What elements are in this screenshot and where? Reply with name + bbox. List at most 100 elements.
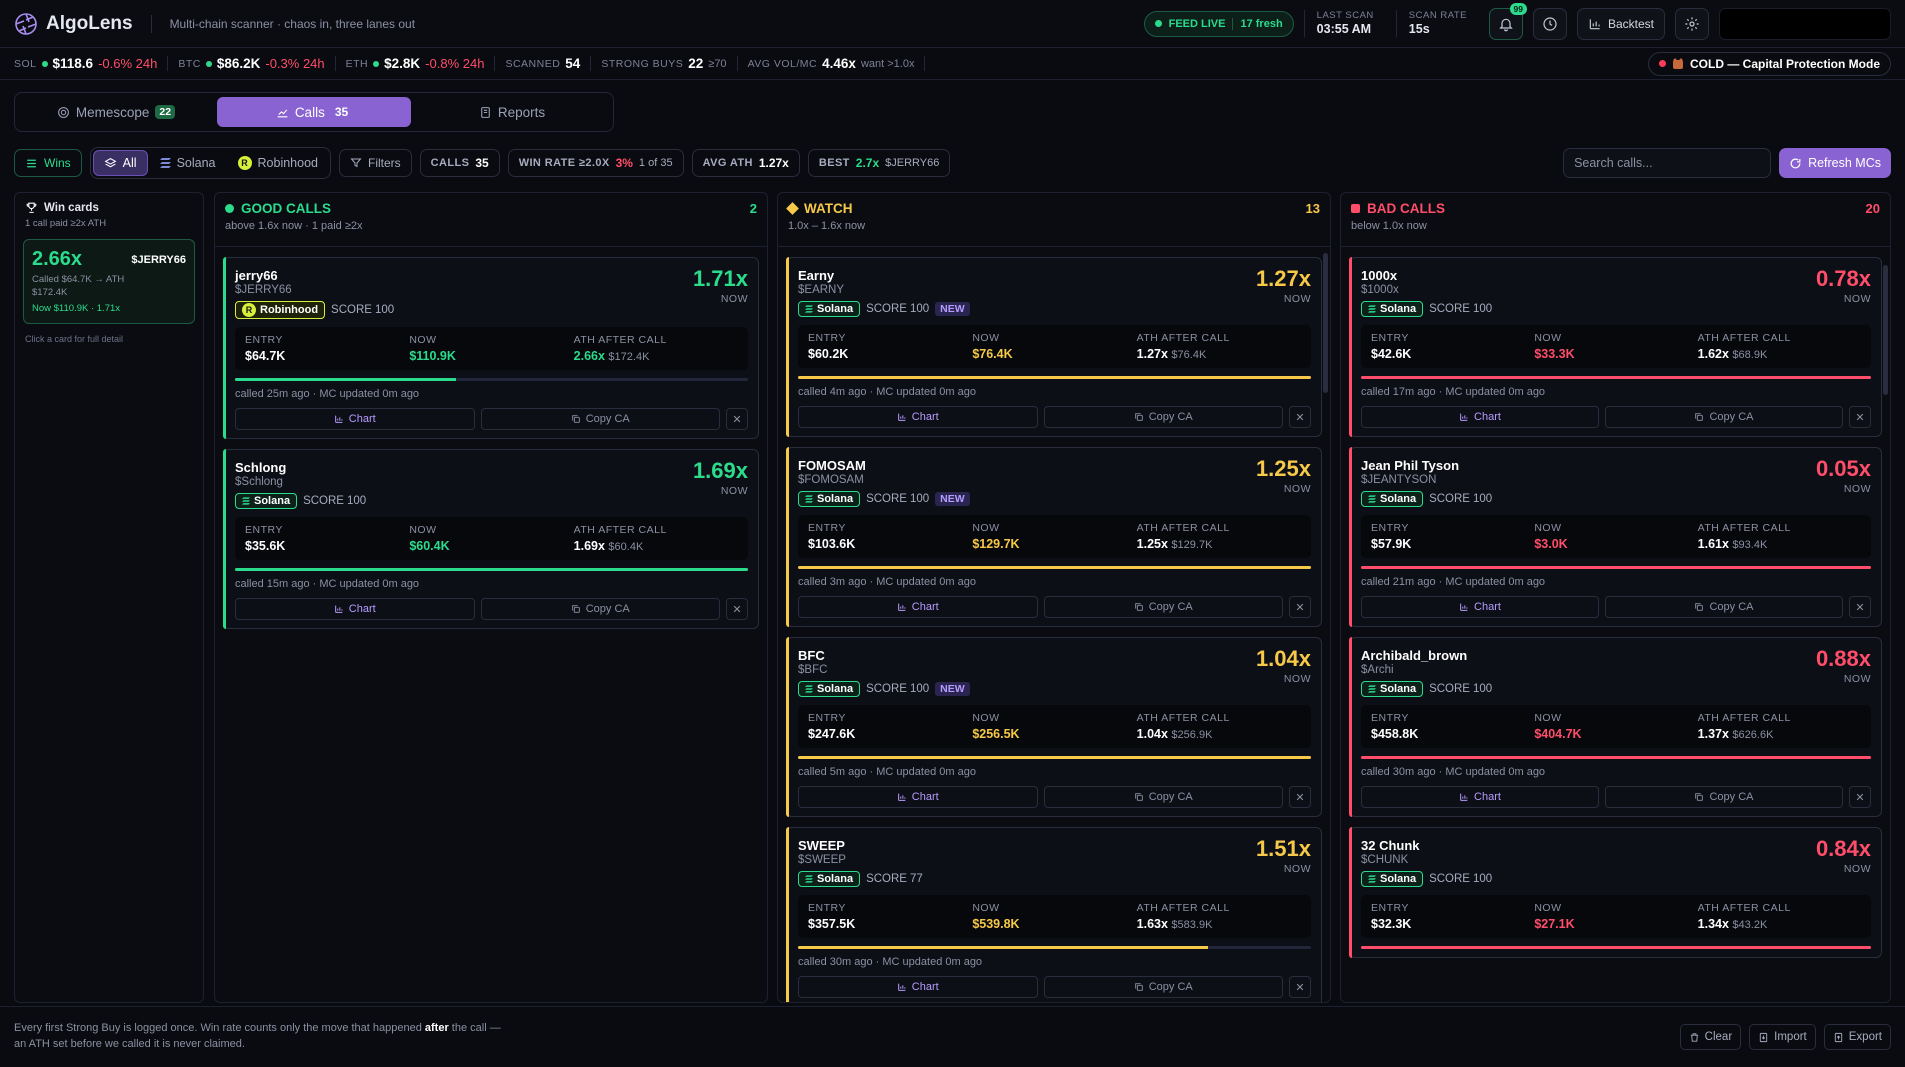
call-card[interactable]: 1000x $1000x 0.78x NOW Solana SCORE 100 EN…	[1349, 257, 1882, 437]
dismiss-button[interactable]: ✕	[1289, 596, 1311, 618]
ath-label: ATH AFTER CALL	[1136, 902, 1230, 914]
clock-icon	[1542, 16, 1558, 32]
copy-ca-button[interactable]: Copy CA	[1043, 406, 1283, 428]
refresh-mcs-button[interactable]: Refresh MCs	[1779, 148, 1891, 178]
dismiss-button[interactable]: ✕	[1289, 976, 1311, 998]
call-card[interactable]: jerry66 $JERRY66 1.71x NOW R Robinhood SCO…	[223, 257, 759, 439]
chart-button[interactable]: Chart	[798, 406, 1038, 428]
tab-calls[interactable]: Calls 35	[217, 97, 411, 127]
close-icon: ✕	[1855, 601, 1865, 614]
chart-button[interactable]: Chart	[1361, 406, 1599, 428]
chain-tag-label: Solana	[254, 495, 291, 507]
call-meta: called 15m ago · MC updated 0m ago	[235, 578, 420, 590]
import-button[interactable]: Import	[1749, 1024, 1816, 1050]
copy-icon	[1134, 792, 1144, 802]
main-tabs: Memescope 22 Calls 35 Reports	[14, 92, 614, 132]
now-mc-label: NOW	[1534, 332, 1562, 344]
dismiss-button[interactable]: ✕	[1289, 406, 1311, 428]
market-mode-badge[interactable]: COLD — Capital Protection Mode	[1647, 51, 1891, 76]
watch-scrollbar[interactable]	[1323, 253, 1328, 393]
copy-ca-button[interactable]: Copy CA	[1043, 976, 1283, 998]
wallet-connect-area[interactable]	[1719, 7, 1891, 40]
notifications-button[interactable]: 99	[1488, 2, 1527, 40]
sol-change: -0.6% 24h	[98, 56, 158, 71]
chart-button[interactable]: Chart	[798, 786, 1038, 808]
tab-reports-label: Reports	[497, 104, 546, 120]
token-symbol: $JERRY66	[235, 284, 292, 296]
chain-filter-all[interactable]: All	[92, 150, 148, 176]
call-card[interactable]: SWEEP $SWEEP 1.51x NOW Solana SCORE 77 ENT…	[786, 827, 1322, 1002]
chain-tag: Solana	[798, 681, 861, 697]
filters-button[interactable]: Filters	[338, 149, 412, 177]
dismiss-button[interactable]: ✕	[726, 598, 748, 620]
good-calls-count: 2	[749, 201, 757, 216]
multiple: 1.04x NOW	[1256, 646, 1311, 685]
feed-live-badge[interactable]: FEED LIVE 17 fresh	[1143, 10, 1294, 37]
brand[interactable]: AlgoLens Multi-chain scanner · chaos in,…	[14, 12, 415, 36]
chain-filter-robinhood[interactable]: R Robinhood	[228, 150, 328, 176]
call-card[interactable]: Schlong $Schlong 1.69x NOW Solana SCORE 10…	[223, 449, 759, 629]
dismiss-button[interactable]: ✕	[1849, 406, 1871, 428]
avg-ath-label: AVG ATH	[702, 157, 753, 169]
copy-ca-button[interactable]: Copy CA	[1605, 596, 1843, 618]
clear-button[interactable]: Clear	[1679, 1024, 1742, 1050]
new-badge: NEW	[935, 682, 970, 696]
search-input[interactable]	[1563, 148, 1772, 178]
chain-filter-solana[interactable]: Solana	[150, 150, 226, 176]
call-meta: called 5m ago · MC updated 0m ago	[798, 766, 976, 778]
score-label: SCORE	[866, 493, 907, 505]
call-card[interactable]: Archibald_brown $Archi 0.88x NOW Solana S…	[1349, 637, 1882, 817]
bad-scrollbar[interactable]	[1883, 265, 1888, 395]
watch-list: Earny $EARNY 1.27x NOW Solana SCORE 100 NEW…	[778, 257, 1330, 1002]
call-card[interactable]: FOMOSAM $FOMOSAM 1.25x NOW Solana SCORE 10…	[786, 447, 1322, 627]
copy-ca-button[interactable]: Copy CA	[1605, 406, 1843, 428]
entry-label: ENTRY	[808, 712, 846, 724]
footer: Every first Strong Buy is logged once. W…	[0, 1006, 1905, 1067]
copy-ca-button[interactable]: Copy CA	[1605, 786, 1843, 808]
chart-button[interactable]: Chart	[798, 976, 1038, 998]
close-icon: ✕	[1855, 411, 1865, 424]
bar-chart-icon	[897, 792, 907, 802]
avg-ath-value: 1.27x	[758, 156, 789, 170]
metrics-panel: ENTRY $458.8K NOW $404.7K ATH AFTER CALL 1.…	[1361, 705, 1871, 748]
chart-button[interactable]: Chart	[798, 596, 1038, 618]
ath-multiple: 1.61x	[1697, 537, 1729, 551]
call-card[interactable]: Earny $EARNY 1.27x NOW Solana SCORE 100 NEW…	[786, 257, 1322, 437]
filters-label: Filters	[367, 156, 401, 170]
chart-button[interactable]: Chart	[1361, 596, 1599, 618]
tab-memescope[interactable]: Memescope 22	[19, 97, 213, 127]
ath-label: ATH AFTER CALL	[1697, 902, 1791, 914]
solana-icon	[159, 158, 171, 168]
copy-ca-button[interactable]: Copy CA	[1043, 786, 1283, 808]
new-badge: NEW	[935, 492, 970, 506]
chart-button[interactable]: Chart	[1361, 786, 1599, 808]
good-calls-title: GOOD CALLS	[241, 201, 331, 216]
export-button[interactable]: Export	[1823, 1024, 1891, 1050]
call-card[interactable]: Jean Phil Tyson $JEANTYSON 0.05x NOW Sol…	[1349, 447, 1882, 627]
tab-reports[interactable]: Reports	[415, 97, 609, 127]
call-card[interactable]: 32 Chunk $CHUNK 0.84x NOW Solana SCORE 100…	[1349, 827, 1882, 958]
dismiss-button[interactable]: ✕	[1849, 596, 1871, 618]
progress-fill	[1361, 376, 1871, 379]
ticker-scanned: SCANNED 54	[505, 56, 592, 71]
copy-ca-button[interactable]: Copy CA	[1043, 596, 1283, 618]
history-button[interactable]	[1532, 7, 1567, 40]
win-card[interactable]: $JERRY66 2.66x Called $64.7K → ATH $172.…	[23, 239, 195, 325]
btc-label: BTC	[178, 57, 201, 70]
trash-icon	[1689, 1032, 1700, 1043]
wins-toggle[interactable]: Wins	[14, 149, 82, 177]
settings-button[interactable]	[1675, 7, 1709, 40]
chart-button[interactable]: Chart	[235, 598, 475, 620]
call-card[interactable]: BFC $BFC 1.04x NOW Solana SCORE 100 NEW ENT…	[786, 637, 1322, 817]
copy-ca-button[interactable]: Copy CA	[480, 598, 720, 620]
dismiss-button[interactable]: ✕	[1849, 786, 1871, 808]
progress-fill	[1361, 566, 1871, 569]
dismiss-button[interactable]: ✕	[726, 408, 748, 430]
dismiss-button[interactable]: ✕	[1289, 786, 1311, 808]
backtest-button[interactable]: Backtest	[1576, 7, 1665, 40]
copy-ca-button[interactable]: Copy CA	[480, 408, 720, 430]
current-multiple: 1.25x	[1255, 456, 1311, 481]
solana-icon	[1368, 685, 1376, 693]
winrate-stat-sub: 1 of 35	[638, 157, 673, 169]
chart-button[interactable]: Chart	[235, 408, 475, 430]
